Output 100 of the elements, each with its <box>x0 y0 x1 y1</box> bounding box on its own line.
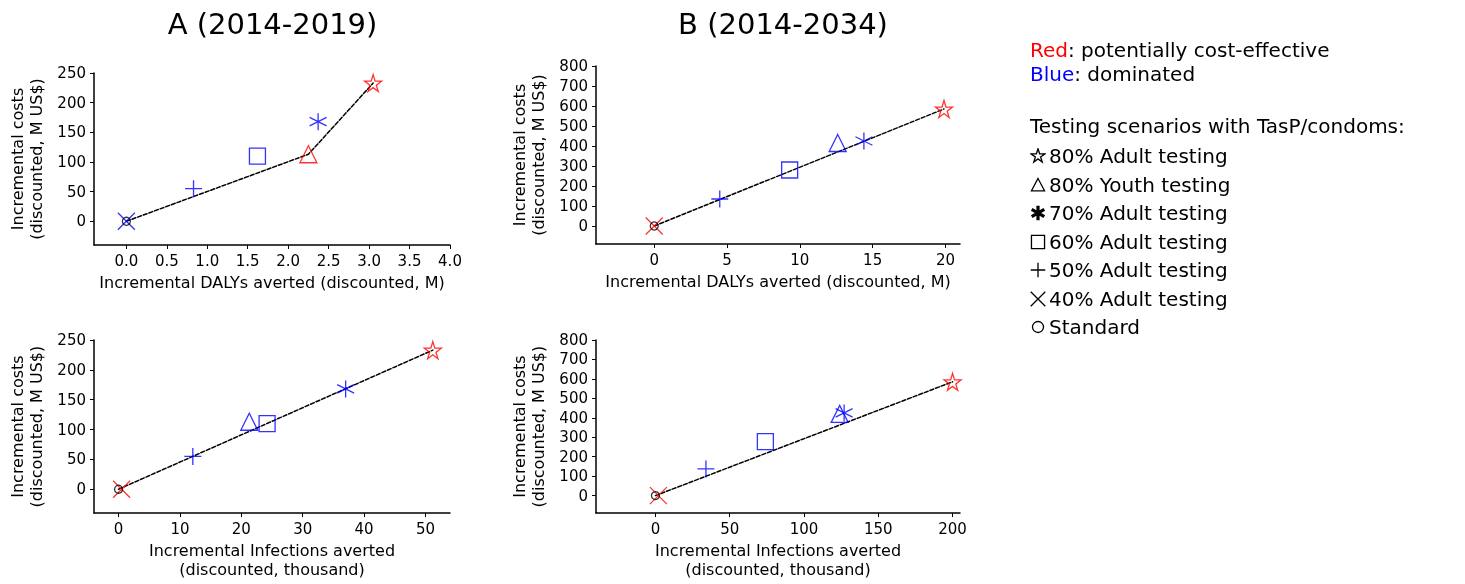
text: 80% Adult testing <box>1049 144 1228 169</box>
y-tick-label: 250 <box>57 331 86 349</box>
text: 80% Youth testing <box>1049 172 1231 197</box>
x-tick-label: 10 <box>170 519 190 538</box>
y-tick-label: 50 <box>66 450 86 469</box>
y-tick-label: 0 <box>76 212 86 231</box>
point <box>934 99 954 119</box>
point <box>649 221 659 231</box>
y-tick-label: 800 <box>559 57 588 75</box>
y-tick-label: 800 <box>559 331 588 349</box>
point <box>781 161 799 179</box>
x-tick-label: 40 <box>354 519 374 538</box>
y-tick-label: 500 <box>559 117 588 135</box>
point <box>649 486 668 505</box>
y-tick-label: 300 <box>559 157 588 175</box>
point <box>121 216 132 226</box>
y-tick-label: 200 <box>57 360 86 379</box>
x-tick-label: 0 <box>649 250 660 269</box>
y-axis-title: Incremental costs (discounted, M US$) <box>510 74 548 236</box>
text: 40% Adult testing <box>1049 286 1228 311</box>
x-tick-label: 3.5 <box>397 251 422 270</box>
point <box>756 432 775 451</box>
y-axis-title: Incremental costs (discounted, M US$) <box>8 78 46 240</box>
x-tick-label: 20 <box>231 519 251 538</box>
y-tick-label: 400 <box>559 408 588 427</box>
y-axis-title: Incremental costs (discounted, M US$) <box>510 345 548 508</box>
x-tick-label: 0.5 <box>154 251 179 270</box>
y-axis-title: Incremental costs (discounted, M US$) <box>8 345 46 508</box>
x-tick-label: 0.0 <box>114 251 139 270</box>
y-tick-label: 600 <box>559 97 588 115</box>
point <box>828 133 847 153</box>
point <box>112 480 131 499</box>
point <box>299 145 318 164</box>
point <box>943 372 962 391</box>
y-tick-label: 0 <box>578 217 588 235</box>
x-tick-label: 0 <box>113 519 124 538</box>
x-tick-label: 4.0 <box>438 251 462 270</box>
point <box>650 490 661 501</box>
x-axis-title: Incremental Infections averted (discounted, thousand) <box>654 541 902 579</box>
y-tick-label: 200 <box>559 447 588 466</box>
text: Testing scenarios with TasP/condoms: <box>1030 114 1405 138</box>
x-tick-label: 50 <box>415 519 435 538</box>
text: Standard <box>1049 315 1140 340</box>
x-tick-label: 3.0 <box>357 251 382 270</box>
y-tick-label: 150 <box>57 123 86 142</box>
text: 70% Adult testing <box>1049 201 1228 226</box>
point <box>834 403 854 423</box>
point <box>363 73 383 93</box>
y-tick-label: 200 <box>57 93 86 112</box>
text: Red: potentially cost-effective <box>1030 38 1331 62</box>
y-tick-label: 50 <box>66 182 86 201</box>
y-tick-label: 500 <box>559 389 588 408</box>
x-tick-label: 1.0 <box>195 251 220 270</box>
point <box>854 131 874 151</box>
point <box>336 379 355 399</box>
x-tick-label: 10 <box>790 250 810 269</box>
x-tick-label: 2.0 <box>276 251 301 270</box>
x-tick-label: 50 <box>720 519 740 538</box>
point <box>830 404 849 424</box>
x-tick-label: 100 <box>789 519 819 538</box>
x-tick-label: 2.5 <box>316 251 341 270</box>
text: 60% Adult testing <box>1049 229 1228 254</box>
x-tick-label: 15 <box>863 250 883 269</box>
y-tick-label: 0 <box>578 486 588 505</box>
x-tick-label: 30 <box>293 519 313 538</box>
point <box>248 147 267 165</box>
chart-title: A (2014-2019) <box>167 6 378 41</box>
x-tick-label: 0 <box>650 519 661 538</box>
point <box>113 484 124 494</box>
x-tick-label: 150 <box>863 519 893 538</box>
x-tick-label: 5 <box>722 250 732 269</box>
point <box>645 216 664 236</box>
y-tick-label: 0 <box>76 480 86 499</box>
x-tick-label: 20 <box>935 250 955 269</box>
y-tick-label: 100 <box>559 197 588 215</box>
y-tick-label: 600 <box>559 369 588 388</box>
point <box>184 179 203 198</box>
x-axis-title: Incremental DALYs averted (discounted, M) <box>605 271 951 291</box>
y-tick-label: 200 <box>559 177 588 195</box>
y-tick-label: 700 <box>559 77 588 95</box>
y-tick-label: 100 <box>559 467 588 486</box>
chart-title: B (2014-2034) <box>678 6 888 41</box>
x-tick-label: 1.5 <box>235 251 260 270</box>
y-tick-label: 300 <box>559 428 588 447</box>
point <box>240 412 259 431</box>
y-tick-label: 100 <box>57 420 86 439</box>
text: Blue: dominated <box>1030 62 1197 86</box>
point <box>117 212 136 231</box>
y-tick-label: 100 <box>57 152 86 171</box>
y-tick-label: 700 <box>559 350 588 369</box>
x-tick-label: 200 <box>938 519 967 538</box>
point <box>308 112 328 131</box>
y-tick-label: 250 <box>57 64 86 82</box>
point <box>423 341 442 360</box>
x-axis-title: Incremental Infections averted (discounted, thousand) <box>148 541 396 579</box>
y-tick-label: 400 <box>559 137 588 155</box>
point <box>258 414 276 433</box>
y-tick-label: 150 <box>57 390 86 409</box>
x-axis-title: Incremental DALYs averted (discounted, M) <box>99 272 445 292</box>
text: 50% Adult testing <box>1049 258 1228 283</box>
